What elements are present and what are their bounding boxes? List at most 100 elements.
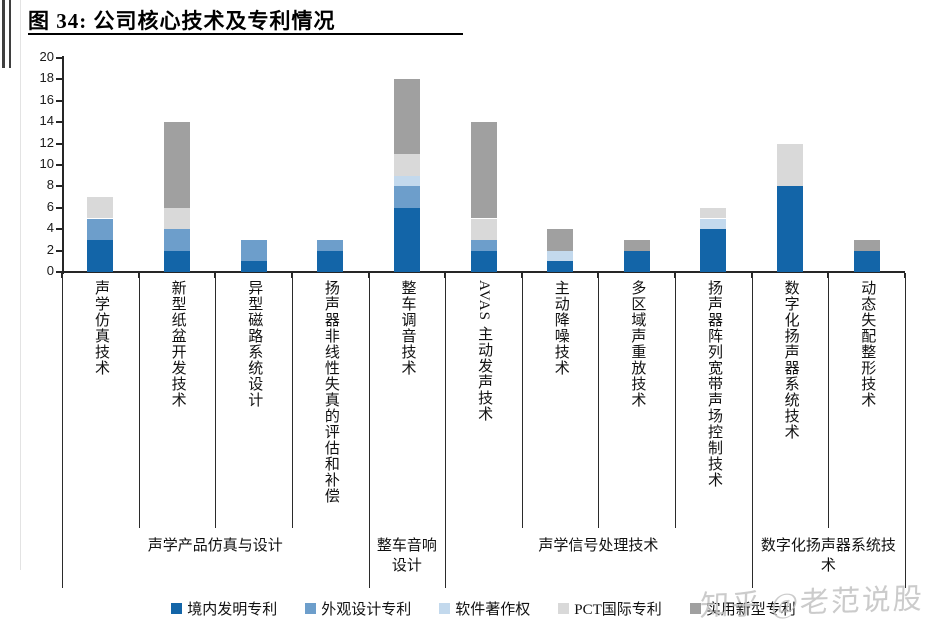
group-separator-line (368, 274, 370, 588)
bar-segment (393, 154, 420, 176)
legend-item: PCT国际专利 (558, 598, 662, 619)
bar-segment (240, 261, 267, 272)
category-separator-line (291, 274, 293, 528)
bar-segment (547, 229, 574, 251)
y-axis-tick (56, 206, 62, 209)
y-axis-tick (56, 271, 62, 273)
group-label: 声学信号处理技术 (538, 538, 659, 554)
group-separator-line (905, 274, 906, 588)
bar-segment (700, 218, 727, 230)
legend-label: PCT国际专利 (574, 602, 662, 618)
bar-segment (393, 186, 420, 208)
bar-segment (623, 239, 650, 251)
category-label: 扬声器阵列宽带声场控制技术 (675, 280, 752, 528)
bar-segment (393, 207, 420, 272)
bar-segment (317, 250, 344, 272)
group-label: 整车音响设计 (376, 538, 437, 575)
bar-segment (853, 250, 880, 272)
bar-segment (700, 207, 727, 219)
y-tick-label: 4 (46, 220, 54, 236)
legend-label: 境内发明专利 (187, 602, 278, 618)
bar-segment (317, 239, 344, 251)
category-separator-line (521, 274, 523, 528)
category-label-text: 扬声器非线性失真的评估和补偿 (322, 280, 339, 504)
figure-title: 图 34: 公司核心技术及专利情况 (28, 9, 336, 33)
y-tick-label: 8 (46, 177, 54, 193)
category-separator-line (598, 274, 600, 528)
category-separator-line (675, 274, 677, 528)
category-label: 声学仿真技术 (62, 280, 139, 528)
y-axis-tick (56, 249, 62, 252)
y-tick-label: 2 (46, 241, 54, 257)
category-separator-line (138, 274, 140, 528)
page-edge-line (2, 0, 5, 68)
bar-segment (700, 229, 727, 272)
group-separator-line (751, 274, 753, 588)
y-tick-label: 14 (39, 113, 54, 129)
category-label-text: 主动降噪技术 (552, 280, 569, 376)
category-label-text: 动态失配整形技术 (859, 280, 876, 408)
bar-segment (240, 239, 267, 262)
category-label-text: 多区域声重放技术 (629, 280, 646, 408)
category-separator-line (215, 274, 217, 528)
y-tick-label: 6 (46, 198, 54, 214)
bar-segment (547, 261, 574, 272)
bar-segment (470, 250, 497, 272)
y-axis-tick (56, 57, 62, 59)
bar-segment (623, 250, 650, 272)
category-label-text: AVAS 主动发声技术 (476, 280, 493, 422)
watermark-text: 知乎 @老范说股 (699, 583, 925, 623)
category-separator-line (828, 274, 830, 528)
legend-label: 实用新型专利 (705, 602, 796, 618)
chart-legend: 境内发明专利 外观设计专利 软件著作权 PCT国际专利 实用新型专利 (62, 598, 905, 619)
title-underline (28, 33, 463, 35)
y-axis-line (62, 56, 64, 274)
bar-segment (87, 197, 114, 219)
page-edge-faint-line (20, 0, 21, 570)
category-label: 主动降噪技术 (522, 280, 599, 528)
category-label: 整车调音技术 (369, 280, 446, 528)
category-label-text: 数字化扬声器系统技术 (782, 280, 799, 440)
y-axis-tick (56, 121, 62, 124)
category-label-text: 异型磁路系统设计 (246, 280, 263, 408)
y-tick-label: 20 (39, 49, 54, 64)
group-separator-line (62, 274, 63, 588)
y-tick-label: 16 (39, 91, 54, 107)
bar-segment (777, 186, 804, 272)
category-label: 异型磁路系统设计 (215, 280, 292, 528)
group-label: 数字化扬声器系统技术 (760, 538, 896, 575)
bar-segment (163, 122, 190, 208)
bar-segment (470, 218, 497, 240)
bar-segment (163, 250, 190, 272)
x-axis-line (62, 271, 905, 273)
legend-swatch-icon (171, 603, 183, 614)
bar-segment (87, 218, 114, 240)
bar-segment (393, 79, 420, 155)
category-label-text: 新型纸盆开发技术 (169, 280, 186, 408)
legend-item: 外观设计专利 (305, 598, 411, 619)
category-label: 新型纸盆开发技术 (139, 280, 216, 528)
legend-label: 软件著作权 (455, 602, 531, 618)
legend-item: 软件著作权 (439, 598, 530, 619)
legend-item: 实用新型专利 (689, 598, 796, 619)
legend-swatch-icon (305, 603, 317, 614)
y-axis-tick (56, 99, 62, 102)
category-label: 数字化扬声器系统技术 (752, 280, 829, 528)
bar-segment (853, 239, 880, 251)
category-label: AVAS 主动发声技术 (445, 280, 522, 528)
bar-segment (393, 175, 420, 187)
group-separator-line (445, 274, 447, 588)
category-label-text: 声学仿真技术 (92, 280, 109, 376)
legend-label: 外观设计专利 (321, 602, 412, 618)
y-axis-tick (56, 78, 62, 81)
y-tick-label: 18 (39, 70, 54, 86)
group-label: 声学产品仿真与设计 (147, 538, 283, 554)
category-label: 扬声器非线性失真的评估和补偿 (292, 280, 369, 528)
category-label-text: 扬声器阵列宽带声场控制技术 (706, 280, 723, 488)
bar-segment (163, 229, 190, 251)
y-tick-label: 10 (39, 156, 54, 171)
legend-swatch-icon (558, 603, 570, 614)
category-label-text: 整车调音技术 (399, 280, 416, 376)
bar-segment (777, 143, 804, 187)
